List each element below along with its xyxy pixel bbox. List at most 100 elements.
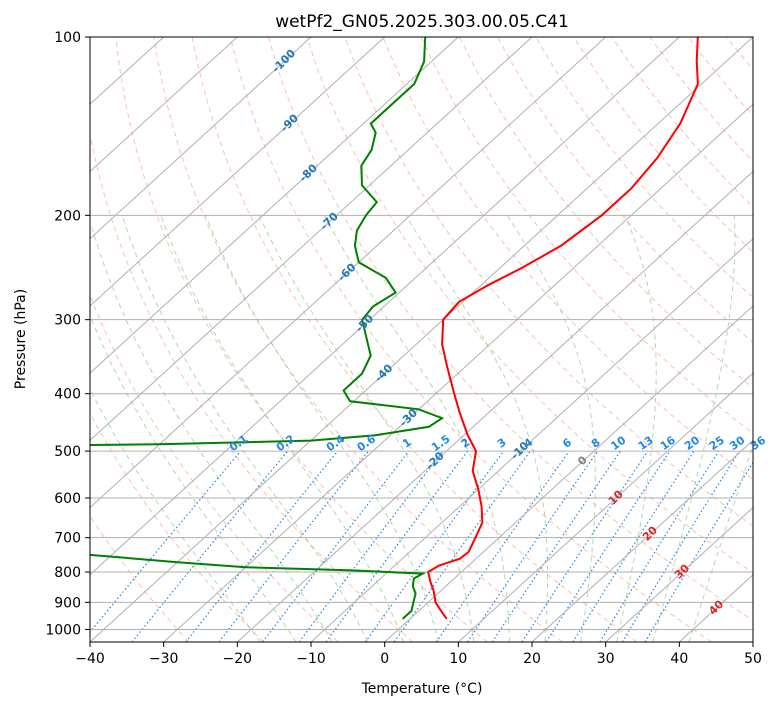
isotherm-gridline bbox=[90, 37, 533, 442]
mixing-ratio-label: 8 bbox=[589, 436, 603, 451]
mixing-ratio-label: 20 bbox=[682, 433, 702, 453]
x-tick-label: 30 bbox=[597, 651, 615, 667]
dry-adiabat bbox=[687, 37, 753, 117]
x-axis: −40 −30 −20 −10 0 10 20 30 40 50 bbox=[75, 642, 762, 667]
dry-adiabat bbox=[573, 37, 753, 253]
dry-adiabat bbox=[268, 37, 753, 622]
mixing-ratio-label: 10 bbox=[608, 433, 628, 453]
moist-adiabat bbox=[90, 314, 297, 642]
isotherm-gridline bbox=[90, 37, 680, 576]
mixing-ratio-label: 25 bbox=[707, 433, 727, 452]
y-tick-label: 1000 bbox=[45, 622, 81, 638]
moist-adiabat bbox=[652, 215, 736, 642]
moist-adiabat bbox=[258, 215, 475, 642]
isotherm-gridline bbox=[457, 372, 753, 642]
isotherm-gridline bbox=[90, 37, 312, 240]
y-tick-label: 600 bbox=[54, 491, 81, 507]
y-tick-label: 200 bbox=[54, 208, 81, 224]
dry-adiabat bbox=[765, 37, 775, 642]
mixing-ratio-label: 2 bbox=[459, 436, 473, 451]
mixing-ratio-line bbox=[621, 450, 740, 642]
x-tick-label: 10 bbox=[449, 651, 467, 667]
y-tick-label: 900 bbox=[54, 595, 81, 611]
dry-adiabat bbox=[344, 37, 753, 527]
moist-adiabat bbox=[616, 215, 657, 642]
mixing-ratio-line bbox=[435, 450, 570, 642]
mixing-ratio-line bbox=[572, 450, 695, 642]
dry-adiabat bbox=[306, 37, 753, 574]
profiles bbox=[90, 37, 699, 620]
mixing-ratio-line bbox=[298, 450, 444, 642]
mixing-ratio-label: 3 bbox=[495, 436, 509, 451]
y-tick-label: 300 bbox=[54, 313, 81, 329]
mixing-ratio-line bbox=[364, 450, 505, 642]
mixing-ratio-line bbox=[325, 450, 468, 642]
grid-lines bbox=[90, 37, 753, 642]
isotherm-label: -100 bbox=[269, 47, 298, 76]
y-tick-label: 500 bbox=[54, 444, 81, 460]
dry-adiabat bbox=[90, 293, 339, 642]
moist-adiabat bbox=[688, 443, 753, 642]
isotherm-gridline bbox=[605, 506, 753, 642]
mixing-ratio-line bbox=[644, 461, 753, 642]
y-tick-label: 800 bbox=[54, 565, 81, 581]
dry-adiabat bbox=[726, 37, 753, 71]
isotherm-gridline bbox=[90, 37, 459, 374]
mixing-ratio-label: 6 bbox=[560, 436, 574, 451]
mixing-ratio-line bbox=[131, 450, 289, 642]
dry-adiabat bbox=[535, 37, 753, 298]
mixing-ratio-line bbox=[185, 450, 339, 642]
isotherm-gridline bbox=[236, 170, 753, 642]
y-axis-label: Pressure (hPa) bbox=[13, 289, 29, 389]
x-tick-label: −40 bbox=[75, 651, 105, 667]
isotherm-gridline bbox=[90, 37, 238, 173]
dry-adiabat bbox=[90, 412, 264, 642]
dry-adiabat bbox=[611, 37, 753, 208]
x-tick-label: −20 bbox=[223, 651, 253, 667]
mixing-ratio-label: 30 bbox=[727, 433, 747, 453]
series-line-dewpoint bbox=[90, 37, 445, 620]
isotherm-gridline bbox=[531, 439, 753, 642]
mixing-ratio-line bbox=[90, 450, 242, 633]
dry-adiabat bbox=[153, 37, 563, 642]
mixing-ratio-line bbox=[262, 450, 410, 642]
x-tick-label: 50 bbox=[744, 651, 762, 667]
dry-adiabat bbox=[496, 37, 753, 344]
x-tick-label: 0 bbox=[380, 651, 389, 667]
dry-adiabat bbox=[229, 37, 712, 642]
isotherm-gridline bbox=[384, 305, 753, 642]
moist-adiabat bbox=[90, 387, 261, 642]
isotherm-gridline bbox=[163, 103, 753, 642]
x-tick-label: 40 bbox=[670, 651, 688, 667]
dry-adiabat bbox=[458, 37, 753, 389]
series-line-temperature bbox=[427, 37, 699, 620]
dry-adiabat bbox=[90, 131, 414, 642]
moist-adiabat bbox=[90, 219, 333, 642]
y-tick-label: 400 bbox=[54, 387, 81, 403]
mixing-ratio-line bbox=[521, 450, 649, 642]
y-tick-label: 700 bbox=[54, 531, 81, 547]
y-tick-label: 100 bbox=[54, 30, 81, 46]
dry-adiabat bbox=[90, 515, 190, 642]
moist-adiabat bbox=[506, 215, 596, 642]
dry-adiabat bbox=[191, 37, 638, 642]
moist-adiabat bbox=[405, 215, 548, 642]
moist-adiabat bbox=[121, 215, 369, 642]
isotherm-gridline bbox=[90, 37, 386, 307]
isotherm-gridline bbox=[752, 641, 753, 642]
dry-adiabat bbox=[649, 37, 753, 163]
mixing-ratio-label: 16 bbox=[658, 433, 678, 453]
isotherm-gridline bbox=[90, 37, 607, 509]
moist-adiabat bbox=[323, 215, 510, 642]
mixing-ratio-line bbox=[491, 450, 621, 642]
chart-title: wetPf2_GN05.2025.303.00.05.C41 bbox=[275, 12, 569, 32]
moist-adiabat bbox=[160, 215, 404, 642]
isotherm-gridline bbox=[310, 237, 753, 642]
x-tick-label: −10 bbox=[296, 651, 326, 667]
dry-adiabat bbox=[115, 37, 488, 642]
moist-adiabat bbox=[205, 215, 439, 642]
plot-frame bbox=[89, 36, 754, 643]
x-tick-label: 20 bbox=[523, 651, 541, 667]
